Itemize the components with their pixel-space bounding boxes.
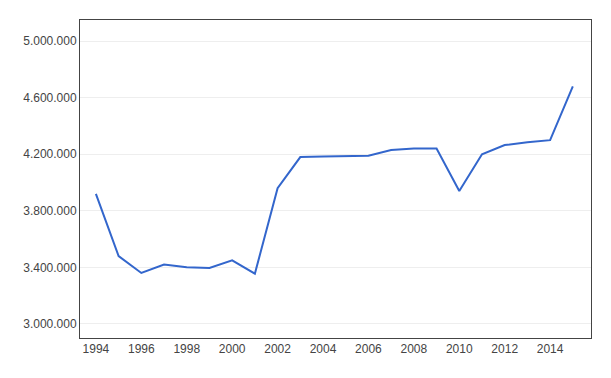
svg-text:2002: 2002 — [264, 342, 291, 356]
svg-text:4.600.000: 4.600.000 — [23, 91, 77, 105]
svg-text:1994: 1994 — [83, 342, 110, 356]
svg-text:2008: 2008 — [400, 342, 427, 356]
svg-text:2000: 2000 — [219, 342, 246, 356]
svg-text:2012: 2012 — [491, 342, 518, 356]
svg-text:2014: 2014 — [537, 342, 564, 356]
svg-text:2010: 2010 — [446, 342, 473, 356]
svg-text:3.000.000: 3.000.000 — [23, 317, 77, 331]
svg-text:1996: 1996 — [128, 342, 155, 356]
svg-text:5.000.000: 5.000.000 — [23, 34, 77, 48]
svg-text:2006: 2006 — [355, 342, 382, 356]
svg-text:4.200.000: 4.200.000 — [23, 147, 77, 161]
svg-text:2004: 2004 — [310, 342, 337, 356]
svg-text:3.800.000: 3.800.000 — [23, 204, 77, 218]
svg-text:1998: 1998 — [173, 342, 200, 356]
svg-text:3.400.000: 3.400.000 — [23, 261, 77, 275]
